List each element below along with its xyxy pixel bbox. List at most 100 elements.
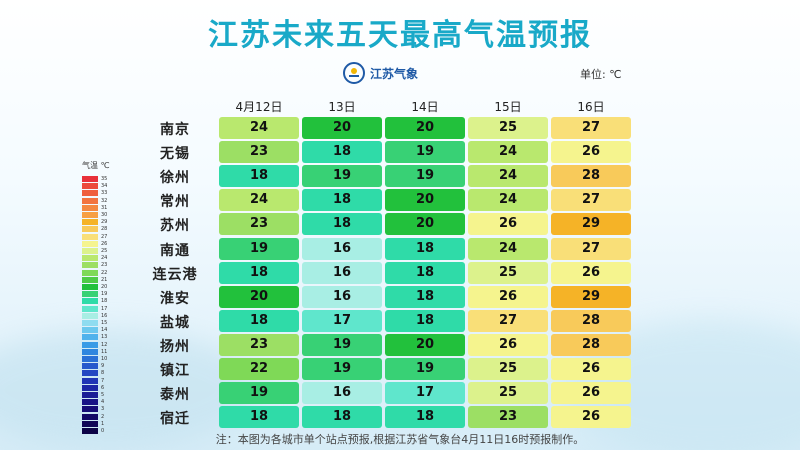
temperature-cell: 23 bbox=[219, 213, 299, 236]
legend-label: 17 bbox=[101, 305, 108, 312]
chart-title: 江苏未来五天最高气温预报 bbox=[208, 18, 592, 53]
legend-label: 15 bbox=[101, 320, 108, 326]
legend-label: 16 bbox=[101, 312, 108, 319]
city-label: 盐城 bbox=[160, 314, 190, 331]
legend-label: 6 bbox=[101, 384, 105, 391]
temperature-cell: 20 bbox=[219, 285, 299, 308]
legend-label: 29 bbox=[101, 219, 108, 226]
background-mist bbox=[0, 330, 260, 450]
legend-swatch bbox=[82, 226, 98, 233]
temperature-cell: 19 bbox=[302, 358, 382, 380]
unit-label: 单位: ℃ bbox=[580, 68, 622, 81]
city-label: 南京 bbox=[160, 122, 190, 138]
legend-swatch bbox=[82, 348, 98, 355]
legend-swatch bbox=[82, 262, 98, 269]
temperature-cell: 23 bbox=[468, 406, 548, 429]
temperature-cell: 17 bbox=[302, 309, 382, 332]
temperature-cell: 26 bbox=[468, 285, 548, 308]
legend-label: 12 bbox=[101, 341, 108, 348]
legend-swatch bbox=[82, 291, 98, 298]
temperature-cell: 19 bbox=[302, 165, 382, 188]
legend-label: 28 bbox=[101, 226, 108, 233]
legend-swatch bbox=[82, 197, 98, 204]
legend-label: 24 bbox=[101, 255, 108, 262]
legend-swatch bbox=[82, 363, 98, 370]
logo: 江苏气象 bbox=[343, 62, 418, 84]
meteorology-logo-icon bbox=[343, 62, 365, 84]
legend-swatch bbox=[82, 248, 98, 254]
temperature-cell: 19 bbox=[219, 382, 299, 405]
city-label: 泰州 bbox=[160, 387, 190, 404]
legend-swatch bbox=[82, 312, 98, 319]
temperature-cell: 27 bbox=[468, 309, 548, 332]
temperature-cell: 20 bbox=[385, 213, 465, 236]
temperature-cell: 18 bbox=[302, 406, 382, 429]
temperature-cell: 20 bbox=[385, 333, 465, 356]
legend-label: 5 bbox=[101, 392, 105, 398]
city-label: 连云港 bbox=[152, 266, 198, 283]
legend-label: 27 bbox=[101, 233, 108, 240]
temperature-cell: 24 bbox=[468, 237, 548, 260]
legend-swatch bbox=[82, 428, 98, 434]
legend-label: 19 bbox=[101, 291, 108, 298]
legend-swatch bbox=[82, 341, 98, 348]
footnote: 注：本图为各城市单个站点预报,根据江苏省气象台4月11日16时预报制作。 bbox=[215, 433, 585, 446]
legend-label: 22 bbox=[101, 269, 108, 276]
temperature-cell: 18 bbox=[385, 309, 465, 332]
temperature-cell: 19 bbox=[385, 141, 465, 164]
legend-swatch bbox=[82, 284, 98, 290]
temperature-cell: 16 bbox=[302, 237, 382, 260]
legend-label: 1 bbox=[101, 420, 105, 427]
legend-label: 35 bbox=[101, 176, 108, 182]
temperature-cell: 26 bbox=[551, 261, 631, 284]
city-label: 常州 bbox=[160, 194, 190, 211]
legend-label: 0 bbox=[101, 428, 105, 434]
city-label: 镇江 bbox=[160, 363, 190, 379]
legend-swatch bbox=[82, 370, 98, 377]
legend-label: 2 bbox=[101, 413, 105, 420]
temperature-cell: 22 bbox=[219, 358, 299, 380]
logo-text: 江苏气象 bbox=[370, 66, 419, 81]
legend-swatch bbox=[82, 183, 98, 190]
temperature-cell: 18 bbox=[219, 261, 299, 284]
city-label: 徐州 bbox=[160, 170, 190, 187]
legend-swatch bbox=[82, 276, 98, 283]
temperature-cell: 26 bbox=[551, 358, 631, 380]
legend-swatch bbox=[82, 406, 98, 413]
day-header: 15日 bbox=[494, 100, 522, 114]
temperature-cell: 29 bbox=[551, 213, 631, 236]
temperature-cell: 19 bbox=[385, 358, 465, 380]
temperature-cell: 25 bbox=[468, 261, 548, 284]
temperature-cell: 18 bbox=[385, 237, 465, 260]
temperature-cell: 20 bbox=[302, 117, 382, 139]
temperature-cell: 25 bbox=[468, 117, 548, 139]
city-label: 扬州 bbox=[160, 338, 190, 355]
legend-label: 26 bbox=[101, 240, 108, 247]
temperature-cell: 25 bbox=[468, 358, 548, 380]
legend-swatch bbox=[82, 219, 98, 226]
legend-label: 3 bbox=[101, 406, 105, 413]
legend-label: 13 bbox=[101, 334, 108, 341]
temperature-cell: 25 bbox=[468, 382, 548, 405]
temperature-cell: 24 bbox=[219, 189, 299, 212]
temperature-cell: 26 bbox=[551, 382, 631, 405]
legend-swatch bbox=[82, 399, 98, 406]
temperature-cell: 27 bbox=[551, 189, 631, 212]
temperature-cell: 17 bbox=[385, 382, 465, 405]
legend-swatch bbox=[82, 240, 98, 247]
temperature-cell: 18 bbox=[302, 213, 382, 236]
temperature-cell: 16 bbox=[302, 285, 382, 308]
legend-label: 8 bbox=[101, 370, 105, 377]
legend-label: 31 bbox=[101, 204, 108, 211]
legend-swatch bbox=[82, 413, 98, 420]
legend-label: 30 bbox=[101, 212, 108, 218]
temperature-cell: 23 bbox=[219, 141, 299, 164]
temperature-cell: 18 bbox=[385, 261, 465, 284]
temperature-cell: 20 bbox=[385, 117, 465, 139]
legend-label: 11 bbox=[101, 348, 108, 355]
temperature-cell: 20 bbox=[385, 189, 465, 212]
temperature-cell: 18 bbox=[385, 285, 465, 308]
temperature-cell: 19 bbox=[219, 237, 299, 260]
temperature-cell: 26 bbox=[468, 333, 548, 356]
day-header: 16日 bbox=[577, 100, 605, 114]
